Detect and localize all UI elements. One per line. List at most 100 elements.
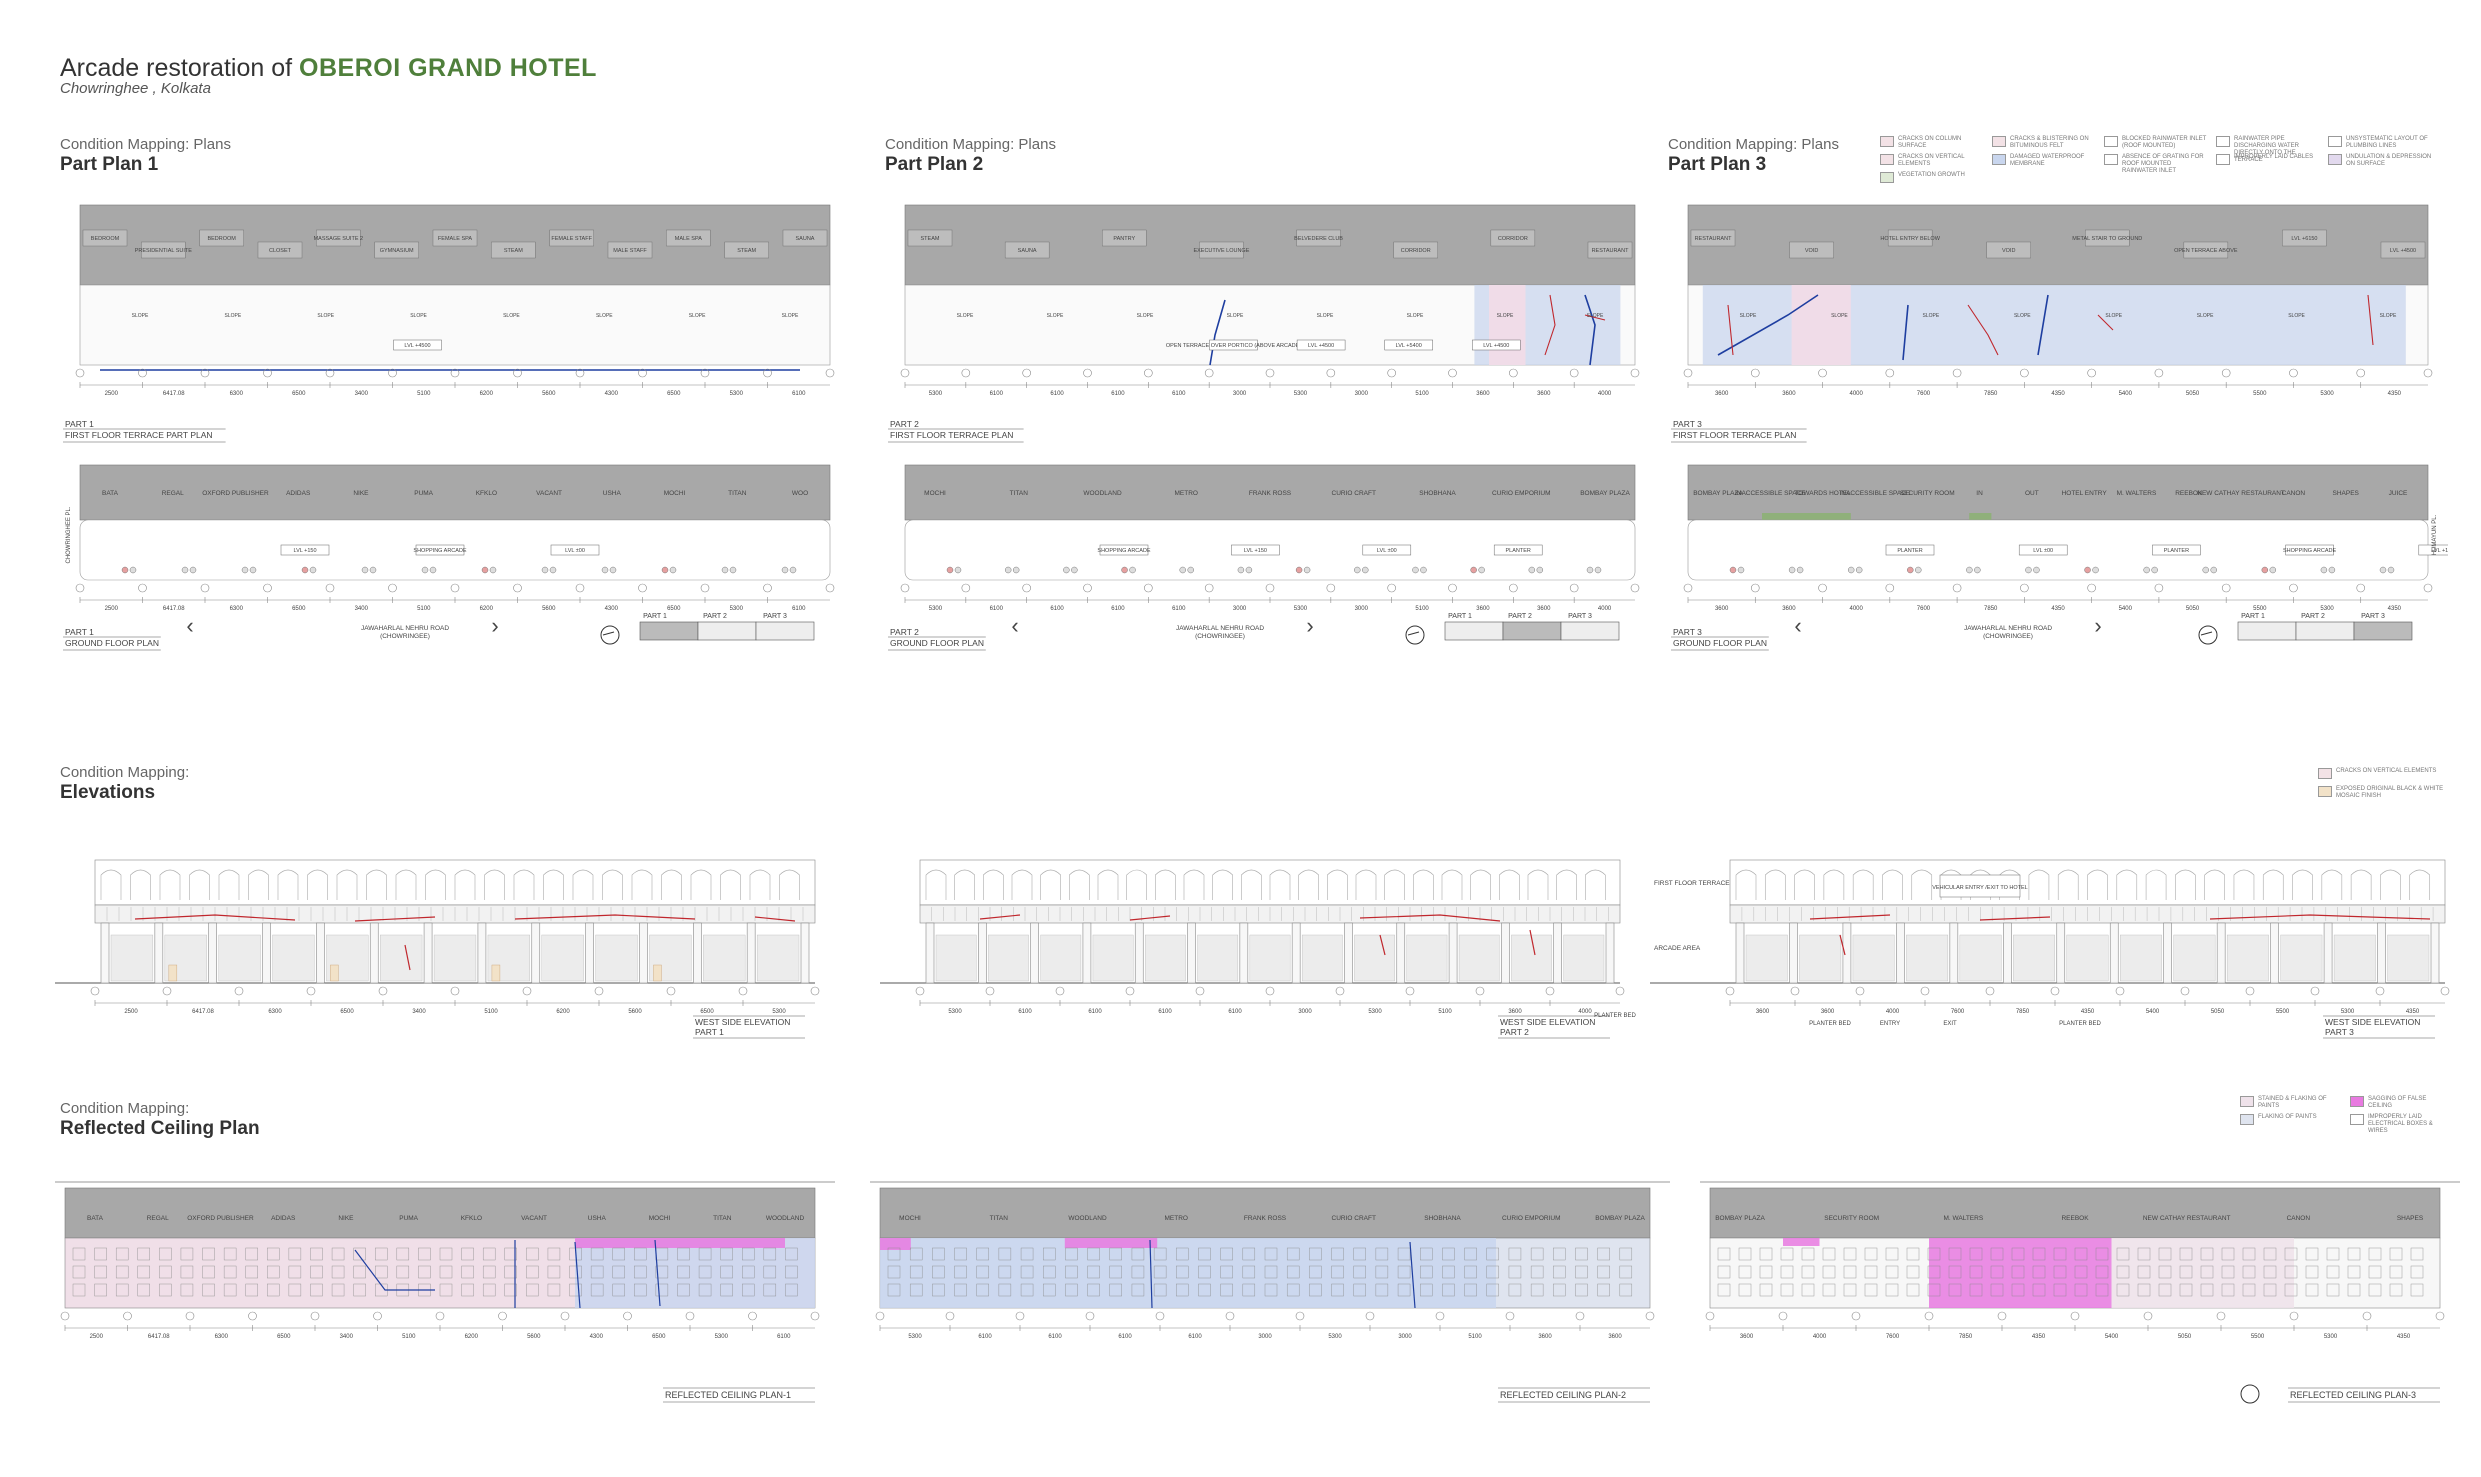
legend-item: UNSYSTEMATIC LAYOUT OF PLUMBING LINES — [2328, 136, 2434, 150]
key-plan-cell — [1502, 621, 1562, 641]
arcade-column — [2163, 922, 2172, 984]
ff-dimension-gridbubble — [1683, 368, 1693, 378]
ceiling-panel — [461, 1265, 474, 1279]
ceiling-panel — [245, 1283, 258, 1297]
rcp-dimension-gridbubble — [1851, 1311, 1861, 1321]
arcade-column — [1605, 922, 1615, 984]
key-plan-cell — [1444, 621, 1504, 641]
column-marker — [946, 566, 954, 574]
elev-dimension-label: 2500 — [124, 1009, 138, 1015]
legend-text: CRACKS ON VERTICAL ELEMENTS — [1898, 154, 1965, 167]
ceiling-panel — [310, 1283, 323, 1297]
ceiling-panel — [159, 1265, 172, 1279]
column-marker — [1420, 566, 1427, 574]
rcp-shop-label: NIKE — [338, 1215, 354, 1222]
elev-dimension-label: 3000 — [1298, 1009, 1312, 1015]
ceiling-panel — [2053, 1247, 2067, 1261]
arcade-column — [1735, 922, 1745, 984]
ceiling-panel — [547, 1247, 561, 1261]
room-label: FEMALE SPA — [438, 236, 472, 242]
rcp-shop-label: SHOBHANA — [1424, 1215, 1461, 1222]
ceiling-panel — [785, 1247, 798, 1261]
elev-dimension-gridbubble — [1615, 986, 1625, 996]
ceiling-panel — [677, 1265, 690, 1279]
gf-tag-box — [415, 544, 465, 556]
column-marker — [2151, 566, 2158, 574]
ceiling-panel — [1843, 1247, 1857, 1261]
ceiling-panel — [909, 1247, 923, 1261]
plan-sheet-1: BEDROOM PRESIDENTIAL SUITE BEDROOM CLOSET MA… — [60, 195, 850, 695]
shopfront — [1799, 934, 1842, 982]
ceiling-panel — [2326, 1247, 2340, 1261]
road-arrow-left-icon: ‹ — [1011, 613, 1018, 638]
rcp-dimension-label: 6100 — [978, 1334, 992, 1340]
ceiling-panel — [1353, 1265, 1366, 1279]
shopfront — [2066, 934, 2109, 982]
ceiling-panel — [2347, 1265, 2361, 1279]
ceiling-panel — [1020, 1265, 1034, 1279]
rcp-dimension-label: 6300 — [215, 1334, 229, 1340]
column-marker — [1187, 566, 1194, 574]
column-marker — [2387, 566, 2395, 574]
slope-arrow-label: SLOPE — [2380, 313, 2397, 319]
ceiling-panel — [1065, 1247, 1078, 1261]
gf-dimension-label: 5300 — [2320, 606, 2334, 612]
elev-dimension-gridbubble — [1405, 986, 1415, 996]
arcade-column — [531, 922, 541, 984]
ceiling-panel — [976, 1265, 989, 1279]
legend-swatch — [2240, 1114, 2254, 1125]
shopfront — [2013, 934, 2055, 982]
shopfront — [2387, 934, 2430, 982]
upper-window-arch — [1298, 869, 1319, 900]
ff-dimension-label: 7600 — [1917, 391, 1931, 397]
ceiling-panel — [115, 1247, 129, 1261]
elev-dimension-label: 3600 — [1821, 1009, 1835, 1015]
ceiling-panel — [1530, 1265, 1544, 1279]
ceiling-panel — [720, 1283, 733, 1297]
ff-dimension-label: 4350 — [2051, 391, 2065, 397]
ceiling-panel — [655, 1265, 669, 1279]
ceiling-panel — [1597, 1247, 1610, 1261]
ceiling-panel — [1176, 1247, 1189, 1261]
ceiling-panel — [2389, 1247, 2403, 1261]
rcp-shop-label: ADIDAS — [271, 1215, 296, 1222]
ceiling-panel — [1906, 1283, 1920, 1297]
arcade-column — [693, 922, 702, 984]
legend-item: CRACKS & BLISTERING ON BITUMINOUS FELT — [1992, 136, 2098, 150]
key-plan-cell — [1560, 621, 1620, 641]
ceiling-panel — [1375, 1247, 1389, 1261]
legend-swatch — [2104, 136, 2118, 147]
gf-dimension-gridbubble — [763, 583, 772, 593]
ceiling-panel — [1087, 1265, 1100, 1279]
gf-dimension-label: 3000 — [1233, 606, 1247, 612]
legend-text: DAMAGED WATERPROOF MEMBRANE — [2010, 154, 2085, 167]
legend-swatch — [2240, 1096, 2254, 1107]
shopfront — [1852, 934, 1895, 982]
room — [2183, 241, 2229, 259]
column-marker — [181, 566, 189, 574]
ceiling-panel — [1309, 1265, 1322, 1279]
ceiling-panel — [482, 1283, 496, 1297]
legend-item: EXPOSED ORIGINAL BLACK & WHITE MOSAIC FI… — [2318, 786, 2462, 800]
ceiling-panel — [1331, 1247, 1344, 1261]
shop-label: TITAN — [728, 490, 747, 497]
gf-dimension-label: 4350 — [2051, 606, 2065, 612]
ceiling-panel — [1508, 1283, 1522, 1297]
ceiling-panel — [2242, 1283, 2256, 1297]
gf-tag: LVL +150 — [293, 548, 316, 554]
shopfront — [988, 934, 1029, 982]
ceiling-panel — [2158, 1265, 2172, 1279]
ceiling-panel — [698, 1265, 712, 1279]
elev-dimension-gridbubble — [666, 986, 676, 996]
gf-dimension-gridbubble — [2423, 583, 2433, 593]
gf-dimension-label: 6200 — [480, 606, 494, 612]
ff-dimension-label: 5300 — [730, 391, 744, 397]
upper-window-arch — [1441, 869, 1463, 900]
gf-dimension-label: 3600 — [1476, 606, 1490, 612]
ceiling-panel — [1286, 1265, 1300, 1279]
elev-dimension-label: 7600 — [1951, 1009, 1965, 1015]
level-tag-box — [393, 339, 442, 351]
ff-dimension-gridbubble — [961, 368, 971, 378]
wire-run — [574, 1241, 581, 1309]
ceiling-panel — [2305, 1265, 2319, 1279]
